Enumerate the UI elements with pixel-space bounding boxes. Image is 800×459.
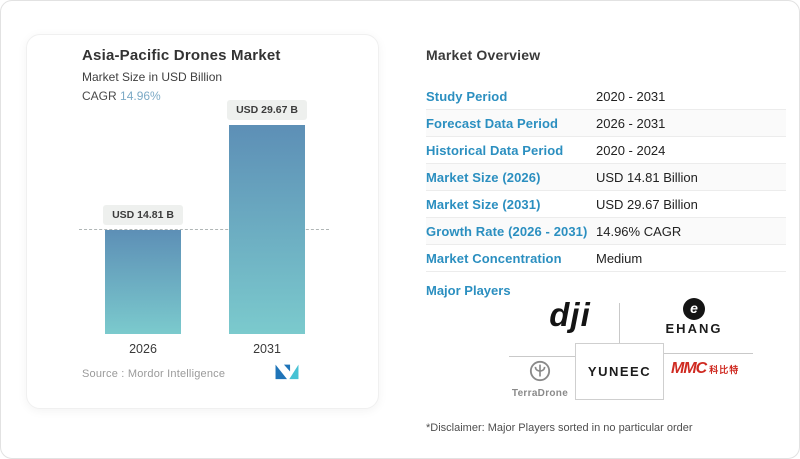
row-label: Market Size (2031) [426, 196, 541, 212]
bar-chart: USD 14.81 B USD 29.67 B [65, 100, 345, 334]
cagr-line: CAGR 14.96% [82, 89, 281, 103]
cagr-value: 14.96% [120, 89, 161, 103]
chart-subtitle: Market Size in USD Billion [82, 70, 223, 84]
market-chart-card: Asia-Pacific Drones Market Market Size i… [26, 34, 379, 409]
logo-grid-divider [509, 356, 575, 357]
row-label: Historical Data Period [426, 142, 564, 158]
row-value: 2026 - 2031 [596, 115, 666, 131]
mmc-cjk-text: 科比特 [709, 364, 740, 375]
mordor-intelligence-logo-icon [274, 362, 300, 386]
terradrone-emblem-icon [529, 360, 551, 386]
table-row: Market Size (2026) USD 14.81 Billion [426, 164, 786, 191]
row-label: Growth Rate (2026 - 2031) [426, 223, 588, 239]
row-label: Forecast Data Period [426, 115, 559, 131]
disclaimer-text: *Disclaimer: Major Players sorted in no … [426, 422, 693, 434]
row-value: USD 14.81 Billion [596, 169, 698, 185]
table-row: Study Period 2020 - 2031 [426, 83, 786, 110]
dji-logo: dji [549, 296, 591, 333]
ehang-circle-e-icon: e [683, 298, 705, 320]
logo-grid-divider [619, 303, 620, 343]
ehang-wordmark: EHANG [665, 321, 723, 336]
table-row: Market Size (2031) USD 29.67 Billion [426, 191, 786, 218]
source-name: Mordor Intelligence [127, 368, 226, 380]
row-label: Study Period [426, 88, 508, 104]
row-value: USD 29.67 Billion [596, 196, 698, 212]
row-value: Medium [596, 250, 643, 266]
x-tick-2026: 2026 [129, 342, 157, 356]
logo-grid-divider [664, 353, 753, 354]
bar-2026 [105, 230, 181, 334]
table-row: Growth Rate (2026 - 2031) 14.96% CAGR [426, 218, 786, 245]
value-label-2026: USD 14.81 B [103, 205, 183, 225]
mmc-logo: MMC 科比特 [671, 360, 739, 378]
row-value: 2020 - 2031 [596, 88, 666, 104]
bar-2031 [229, 125, 305, 334]
overview-heading: Market Overview [426, 47, 541, 63]
yuneec-wordmark: YUNEEC [587, 364, 652, 379]
ehang-logo: e EHANG [641, 298, 747, 336]
mmc-wordmark: MMC [671, 360, 707, 377]
table-row: Market Concentration Medium [426, 245, 786, 272]
x-tick-2031: 2031 [253, 342, 281, 356]
table-row: Historical Data Period 2020 - 2024 [426, 137, 786, 164]
row-value: 2020 - 2024 [596, 142, 666, 158]
terradrone-logo: TerraDrone [505, 360, 575, 399]
table-row: Forecast Data Period 2026 - 2031 [426, 110, 786, 137]
overview-table: Study Period 2020 - 2031 Forecast Data P… [426, 83, 786, 272]
source-label: Source : [82, 368, 125, 380]
reference-line [79, 229, 329, 230]
yuneec-logo: YUNEEC [575, 343, 664, 400]
cagr-label: CAGR [82, 89, 117, 103]
major-players-logos: dji e EHANG TerraDrone YUNEEC MMC 科比特 [491, 294, 757, 402]
major-players-label: Major Players [426, 283, 511, 298]
chart-title: Asia-Pacific Drones Market [82, 47, 281, 64]
bar-group-2031: USD 29.67 B [227, 100, 307, 334]
chart-header: Asia-Pacific Drones Market Market Size i… [82, 47, 281, 103]
terradrone-wordmark: TerraDrone [511, 388, 569, 399]
source-attribution: Source : Mordor Intelligence [82, 368, 225, 380]
row-label: Market Concentration [426, 250, 562, 266]
bar-group-2026: USD 14.81 B [103, 205, 183, 334]
value-label-2031: USD 29.67 B [227, 100, 307, 120]
row-value: 14.96% CAGR [596, 223, 682, 239]
row-label: Market Size (2026) [426, 169, 541, 185]
